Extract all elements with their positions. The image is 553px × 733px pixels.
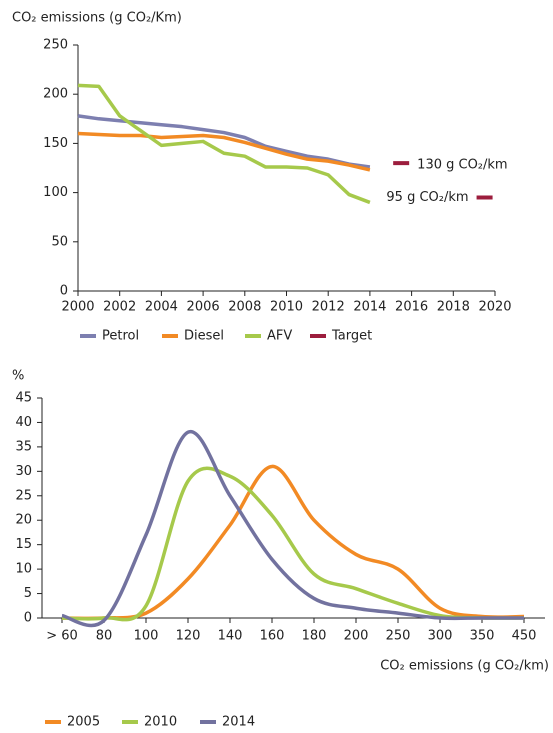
x-tick-label: 160 (260, 629, 285, 644)
legend-label: Target (331, 329, 372, 344)
y-tick-label: 10 (15, 562, 32, 577)
y-axis-label: % (12, 369, 24, 384)
x-tick-label: 2004 (145, 300, 178, 315)
y-tick-label: 35 (15, 439, 32, 454)
x-tick-label: 140 (218, 629, 243, 644)
y-tick-label: 150 (43, 136, 68, 151)
y-tick-label: 0 (24, 611, 32, 626)
y-tick-label: 15 (15, 537, 32, 552)
legend-label: Diesel (184, 329, 224, 344)
series-line (61, 464, 525, 621)
x-tick-label: 450 (512, 629, 537, 644)
legend-label: 2005 (67, 715, 100, 730)
legend-label: 2014 (222, 715, 255, 730)
x-tick-label: > 60 (46, 629, 78, 644)
y-axis-label: CO₂ emissions (g CO₂/Km) (12, 11, 182, 26)
data-label: 95 g CO₂/km (386, 190, 468, 205)
data-label: 130 g CO₂/km (417, 158, 507, 173)
y-tick-label: 30 (15, 464, 32, 479)
x-tick-label: 120 (176, 629, 201, 644)
series-line (61, 466, 525, 622)
x-tick-label: 2010 (270, 300, 303, 315)
y-tick-label: 200 (43, 87, 68, 102)
y-tick-label: 0 (60, 284, 68, 299)
series-line (61, 430, 524, 628)
x-tick-label: 100 (134, 629, 159, 644)
x-tick-label: 2000 (61, 300, 94, 315)
y-tick-label: 20 (15, 513, 32, 528)
y-tick-label: 50 (51, 234, 68, 249)
x-tick-label: 300 (428, 629, 453, 644)
x-tick-label: 180 (302, 629, 327, 644)
x-axis-label: CO₂ emissions (g CO₂/km) (380, 659, 549, 674)
y-tick-label: 5 (24, 586, 32, 601)
legend-label: Petrol (102, 329, 139, 344)
x-tick-label: 2006 (187, 300, 220, 315)
y-tick-label: 40 (15, 415, 32, 430)
y-tick-label: 100 (43, 185, 68, 200)
x-tick-label: 250 (386, 629, 411, 644)
y-tick-label: 250 (43, 38, 68, 53)
x-tick-label: 2016 (395, 300, 428, 315)
x-tick-label: 80 (96, 629, 113, 644)
x-tick-label: 2018 (437, 300, 470, 315)
x-tick-label: 350 (470, 629, 495, 644)
legend-label: 2010 (144, 715, 177, 730)
x-tick-label: 2020 (478, 300, 511, 315)
series-line (77, 131, 371, 172)
x-tick-label: 200 (344, 629, 369, 644)
x-tick-label: 2008 (228, 300, 261, 315)
x-tick-label: 2012 (312, 300, 345, 315)
series-line (77, 83, 371, 205)
y-tick-label: 25 (15, 488, 32, 503)
x-tick-label: 2002 (103, 300, 136, 315)
x-tick-label: 2014 (353, 300, 386, 315)
legend-label: AFV (267, 329, 292, 344)
y-tick-label: 45 (15, 391, 32, 406)
